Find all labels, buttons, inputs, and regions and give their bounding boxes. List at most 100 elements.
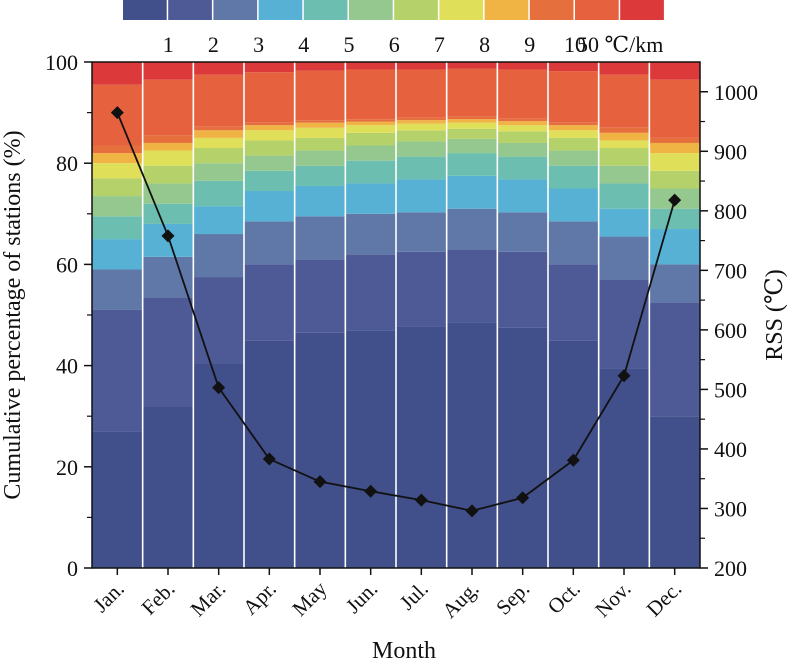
bar-segment [142, 183, 194, 204]
bar-segment [649, 264, 700, 303]
legend-swatch [349, 0, 393, 20]
y-tick-label: 100 [45, 50, 78, 75]
bar-segment [142, 62, 194, 80]
bar-segment [345, 132, 396, 146]
bar-segment [649, 170, 700, 189]
rss-point [364, 484, 378, 498]
rss-point [566, 453, 580, 467]
y2-tick-label: 1000 [714, 80, 758, 105]
bar-segment [446, 322, 498, 568]
bar-segment [294, 259, 346, 333]
bar-segment [446, 119, 498, 123]
bar-segment [598, 183, 650, 209]
bar-segment [497, 156, 548, 180]
bar-segment [244, 221, 295, 265]
bar-segment [497, 251, 548, 328]
bar-segment [548, 62, 599, 72]
bar-segment [244, 155, 295, 171]
legend-swatch [303, 0, 348, 20]
y2-axis-title: RSS (℃) [762, 269, 788, 361]
bars [92, 62, 700, 568]
bar-segment [446, 62, 498, 69]
bar-segment [497, 62, 548, 70]
bar-segment [142, 203, 194, 224]
bar-segment [497, 212, 548, 252]
bar-segment [598, 132, 650, 141]
bar-segment [345, 69, 396, 120]
y-tick-label: 20 [56, 455, 78, 480]
bar-segment [446, 249, 498, 323]
rss-point [313, 475, 327, 489]
legend-swatch [394, 0, 438, 20]
bar-segment [142, 297, 194, 407]
bar-segment [396, 141, 447, 157]
bar-segment [598, 74, 650, 128]
bar-segment [142, 79, 194, 136]
rss-point [516, 491, 530, 505]
bar-segment [193, 277, 244, 364]
bar-segment [345, 145, 396, 161]
bar-segment [92, 163, 143, 179]
bar-segment [548, 130, 599, 138]
y2-tick-label: 400 [714, 437, 747, 462]
bar-segment [598, 165, 650, 184]
rss-point [414, 493, 428, 507]
rss-point [212, 381, 226, 395]
legend-label: 4 [298, 32, 309, 57]
y2-tick-label: 700 [714, 258, 747, 283]
bar-segment [294, 332, 346, 568]
legend-swatch [168, 0, 212, 20]
bar-segment [92, 239, 143, 270]
bar-segment [193, 148, 244, 164]
bar-segment [244, 170, 295, 192]
rss-point [262, 452, 276, 466]
bar-segment [396, 326, 447, 568]
y-tick-label: 80 [56, 151, 78, 176]
bar-segment [92, 196, 143, 217]
bar-segment [294, 70, 346, 121]
x-tick-label: Apr. [238, 577, 281, 620]
y-tick-label: 60 [56, 252, 78, 277]
legend-label: 8 [479, 32, 490, 57]
bar-segment [244, 125, 295, 131]
bar-segment [446, 68, 498, 117]
bar-segment [497, 118, 548, 122]
legend-swatch [620, 0, 664, 20]
bar-segment [548, 71, 599, 123]
x-axis-title: Month [372, 638, 436, 662]
bar-segment [649, 79, 700, 138]
bar-segment [193, 130, 244, 138]
bar-segment [142, 142, 194, 151]
rss-point [617, 369, 631, 383]
bar-segment [598, 236, 650, 280]
bar-segment [294, 62, 346, 71]
bar-segment [548, 122, 599, 126]
bar-segment [193, 62, 244, 75]
bar-segment [598, 368, 650, 568]
bar-segment [244, 140, 295, 156]
bar-segment [548, 264, 599, 341]
bar-segment [497, 125, 548, 132]
bar-segment [396, 123, 447, 131]
bar-segment [193, 180, 244, 207]
legend-label: 1 [163, 32, 174, 57]
bar-segment [598, 208, 650, 237]
bar-segment [193, 234, 244, 278]
bar-segment [598, 127, 650, 133]
x-tick-label: Dec. [642, 577, 687, 622]
bar-segment [193, 206, 244, 235]
bar-segment [244, 130, 295, 141]
bar-segment [294, 127, 346, 138]
bar-segment [345, 254, 396, 331]
bar-segment [598, 148, 650, 166]
bar-segment [649, 416, 700, 568]
bar-segment [396, 117, 447, 121]
legend-swatch [213, 0, 258, 20]
bar-segment [92, 309, 143, 432]
bar-segment [294, 150, 346, 166]
legend-label: 6 [389, 32, 400, 57]
legend-label: 3 [253, 32, 264, 57]
bar-segment [294, 120, 346, 123]
bar-segment [345, 121, 396, 126]
